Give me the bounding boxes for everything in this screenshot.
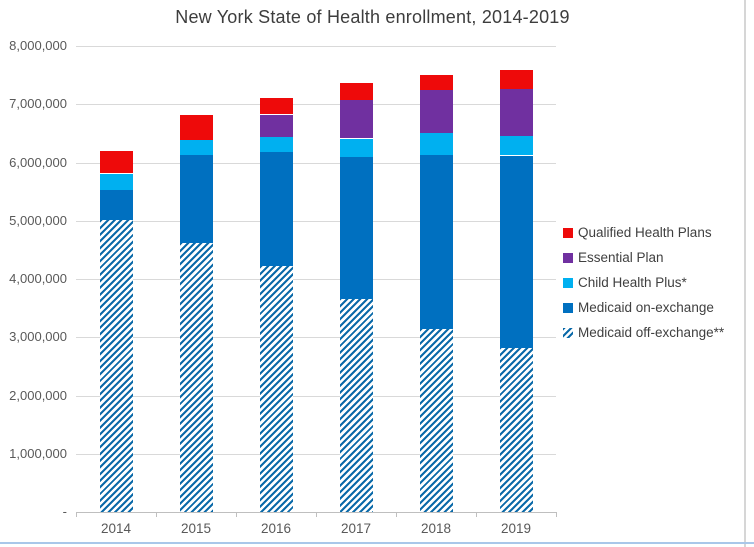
axis-tick	[396, 513, 397, 517]
y-tick-label: 5,000,000	[9, 213, 67, 228]
x-tick-label: 2014	[100, 521, 132, 536]
bar-segment	[100, 220, 133, 512]
y-tick-label: 6,000,000	[9, 155, 67, 170]
legend-item: Essential Plan	[563, 245, 724, 270]
legend-label: Qualified Health Plans	[578, 225, 712, 240]
legend-item: Qualified Health Plans	[563, 220, 724, 245]
gridline	[76, 46, 556, 47]
bar-segment	[340, 298, 373, 512]
legend-label: Medicaid off-exchange**	[578, 325, 725, 340]
legend-swatch-icon	[563, 277, 573, 288]
axis-tick	[156, 513, 157, 517]
legend-label: Child Health Plus*	[578, 275, 687, 290]
legend-label: Medicaid on-exchange	[578, 300, 714, 315]
gridline	[76, 163, 556, 164]
bar-segment	[500, 89, 533, 136]
bar-segment	[260, 115, 293, 137]
axis-tick	[316, 513, 317, 517]
y-tick-label: 8,000,000	[9, 38, 67, 53]
bar-segment	[180, 243, 213, 512]
bar-segment	[420, 90, 453, 133]
axis-tick	[236, 513, 237, 517]
bottom-edge-line	[0, 542, 754, 544]
y-tick-label: 1,000,000	[9, 446, 67, 461]
y-tick-label: 2,000,000	[9, 388, 67, 403]
bar-segment	[100, 151, 133, 173]
bar-segment	[340, 139, 373, 157]
bar-segment	[180, 155, 213, 243]
bar-segment	[340, 83, 373, 100]
bar-segment	[340, 157, 373, 299]
bar-segment	[180, 140, 213, 155]
axis-tick	[476, 513, 477, 517]
legend: Qualified Health Plans Essential Plan Chil…	[563, 220, 724, 345]
bar-segment	[260, 151, 293, 266]
legend-swatch-icon	[563, 302, 573, 313]
y-tick-label: 7,000,000	[9, 96, 67, 111]
legend-item: Medicaid off-exchange**	[563, 320, 724, 345]
axis-tick	[556, 513, 557, 517]
x-axis-line	[76, 512, 557, 513]
gridline	[76, 279, 556, 280]
legend-item: Child Health Plus*	[563, 270, 724, 295]
bar-segment	[340, 100, 373, 138]
x-tick-label: 2016	[260, 521, 292, 536]
x-tick-label: 2015	[180, 521, 212, 536]
x-tick-label: 2017	[340, 521, 372, 536]
bar-segment	[100, 174, 133, 190]
y-tick-label: 4,000,000	[9, 271, 67, 286]
legend-swatch-icon	[563, 327, 573, 338]
gridline	[76, 396, 556, 397]
legend-swatch-icon	[563, 252, 573, 263]
x-tick-label: 2019	[500, 521, 532, 536]
bar-segment	[500, 70, 533, 89]
bar-segment	[180, 115, 213, 140]
legend-label: Essential Plan	[578, 250, 664, 265]
bar-segment	[500, 156, 533, 348]
bar-segment	[100, 190, 133, 220]
bar-segment	[420, 133, 453, 155]
right-edge-line	[744, 0, 746, 547]
y-tick-label: -	[62, 504, 67, 519]
bar-segment	[500, 135, 533, 155]
bar-segment	[420, 329, 453, 512]
axis-tick	[76, 513, 77, 517]
bar-segment	[420, 75, 453, 90]
bar-segment	[260, 137, 293, 152]
bar-segment	[420, 155, 453, 329]
bar-segment	[500, 347, 533, 512]
x-tick-label: 2018	[420, 521, 452, 536]
chart-title: New York State of Health enrollment, 201…	[175, 7, 570, 27]
gridline	[76, 454, 556, 455]
gridline	[76, 104, 556, 105]
legend-item: Medicaid on-exchange	[563, 295, 724, 320]
legend-swatch-icon	[563, 227, 573, 238]
gridline	[76, 221, 556, 222]
bar-segment	[260, 98, 293, 114]
bar-segment	[260, 266, 293, 512]
y-tick-label: 3,000,000	[9, 329, 67, 344]
gridline	[76, 337, 556, 338]
